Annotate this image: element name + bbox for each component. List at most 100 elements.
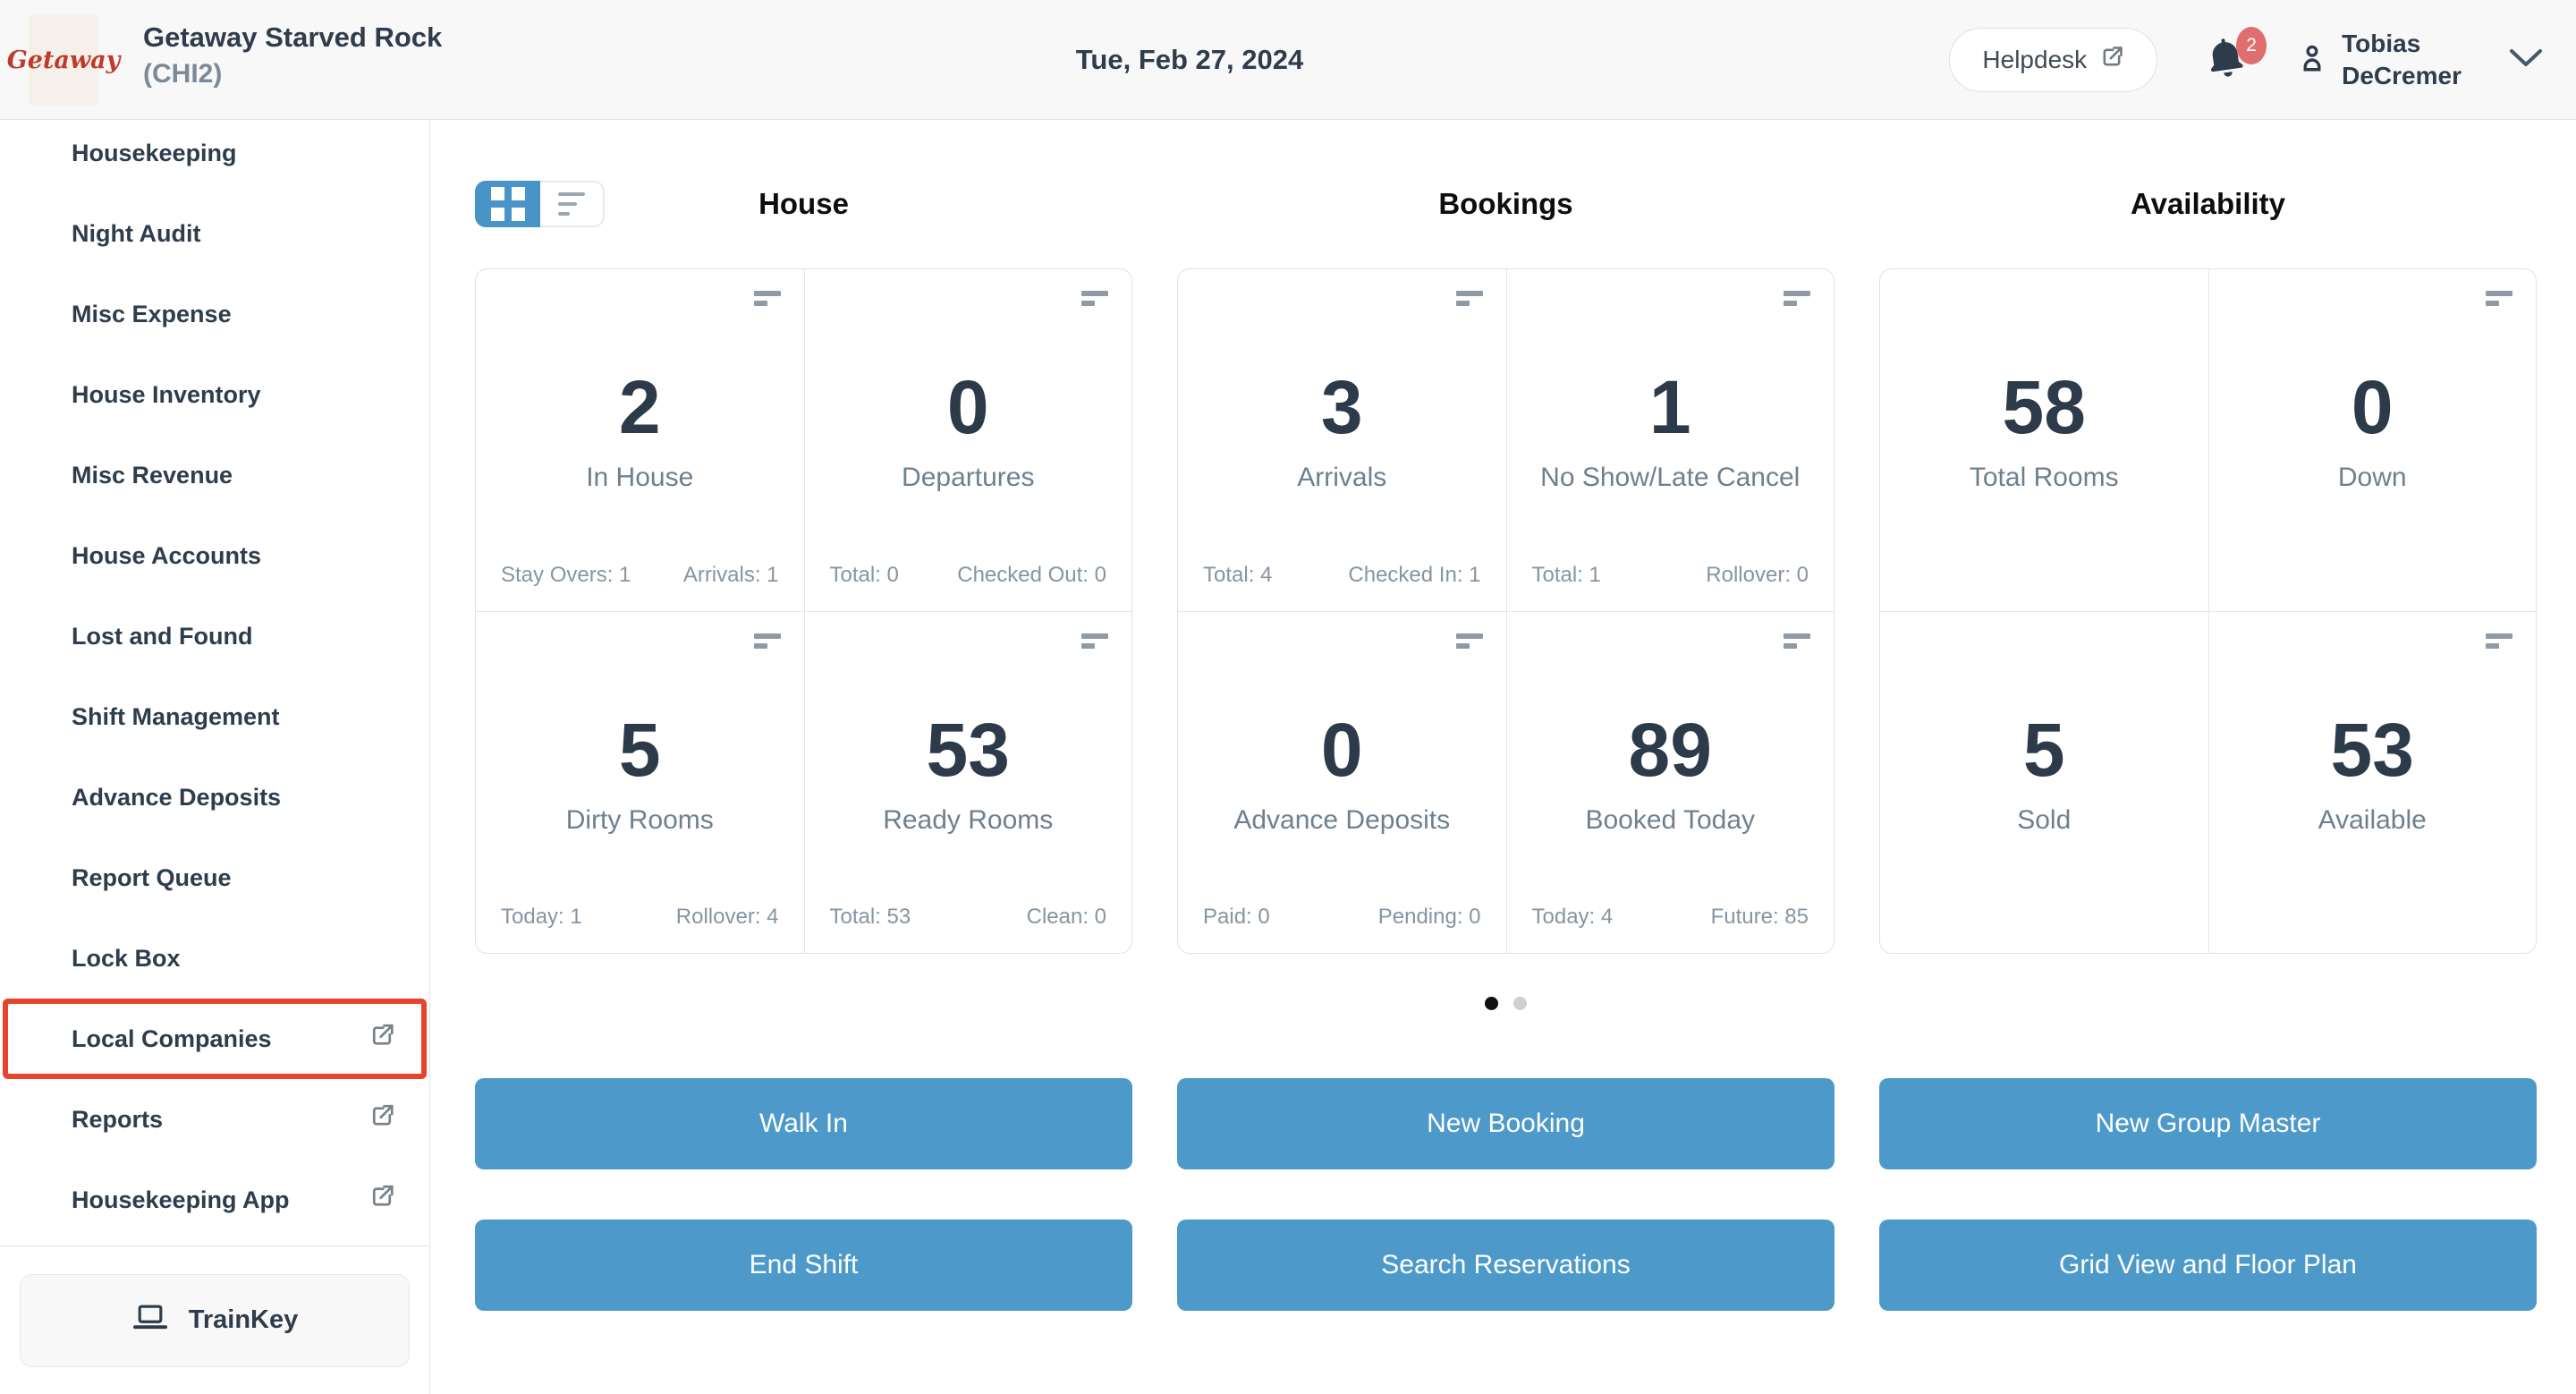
carousel-pagination <box>475 997 2537 1010</box>
stat-cell-booked-today: 89 Booked Today Today: 4 Future: 85 <box>1505 611 1834 953</box>
sort-icon[interactable] <box>1455 291 1483 306</box>
substat-left: Total: 4 <box>1203 563 1273 587</box>
substat-right: Future: 85 <box>1710 905 1809 929</box>
chevron-down-icon[interactable] <box>2508 47 2544 73</box>
substat-right: Rollover: 4 <box>675 905 779 929</box>
stat-cell-dirty-rooms: 5 Dirty Rooms Today: 1 Rollover: 4 <box>476 611 804 953</box>
sort-icon[interactable] <box>2486 291 2512 306</box>
sidebar-item-misc-revenue[interactable]: Misc Revenue <box>0 435 429 515</box>
stat-value: 89 <box>1628 708 1712 792</box>
sidebar-item-housekeeping-app[interactable]: Housekeeping App <box>0 1160 429 1240</box>
sidebar-item-night-audit[interactable]: Night Audit <box>0 193 429 274</box>
end-shift-button[interactable]: End Shift <box>475 1220 1132 1311</box>
stat-label: Departures <box>902 463 1035 492</box>
new-group-master-button[interactable]: New Group Master <box>1879 1078 2537 1169</box>
sort-icon[interactable] <box>1081 633 1108 649</box>
substat-right: Pending: 0 <box>1377 905 1481 929</box>
stat-value: 0 <box>1320 708 1363 792</box>
walk-in-button[interactable]: Walk In <box>475 1078 1132 1169</box>
sort-icon[interactable] <box>1784 633 1810 649</box>
substat-left: Total: 0 <box>829 563 899 587</box>
substat-left: Today: 1 <box>501 905 582 929</box>
stat-cell-arrivals: 3 Arrivals Total: 4 Checked In: 1 <box>1178 269 1506 611</box>
sidebar-item-house-inventory[interactable]: House Inventory <box>0 354 429 435</box>
trainkey-button[interactable]: TrainKey <box>20 1273 410 1367</box>
sidebar-footer: TrainKey <box>0 1245 429 1394</box>
property-block: Getaway Starved Rock (CHI2) <box>143 18 442 93</box>
sort-icon[interactable] <box>753 291 781 306</box>
sort-icon[interactable] <box>753 633 781 649</box>
substat-left: Total: 1 <box>1531 563 1601 587</box>
pagination-dot[interactable] <box>1513 997 1527 1010</box>
laptop-icon <box>131 1303 169 1339</box>
sidebar-item-house-accounts[interactable]: House Accounts <box>0 515 429 596</box>
stat-label: Booked Today <box>1585 805 1756 835</box>
stat-cell-available: 53 Available <box>2207 611 2536 953</box>
sidebar-item-housekeeping[interactable]: Housekeeping <box>0 113 429 193</box>
external-link-icon <box>369 1184 395 1217</box>
stat-label: In House <box>586 463 694 492</box>
sort-icon[interactable] <box>1784 291 1810 306</box>
sidebar-item-local-companies[interactable]: Local Companies <box>3 999 427 1079</box>
sidebar-item-label: Housekeeping <box>72 139 237 166</box>
list-view-toggle[interactable] <box>540 181 605 227</box>
sidebar-item-label: Misc Revenue <box>72 461 233 489</box>
brand-logo: Getaway <box>7 15 120 105</box>
sidebar-item-label: Housekeeping App <box>72 1186 290 1213</box>
action-buttons-row-2: End Shift Search Reservations Grid View … <box>475 1220 2576 1311</box>
sidebar-item-label: Reports <box>72 1105 164 1133</box>
sidebar-item-label: Local Companies <box>72 1024 272 1052</box>
sidebar: Housekeeping Night Audit Misc Expense Ho… <box>0 120 430 1394</box>
user-menu[interactable]: Tobias DeCremer <box>2297 28 2462 93</box>
list-icon <box>558 186 585 222</box>
stat-label: No Show/Late Cancel <box>1540 463 1801 492</box>
stat-label: Down <box>2337 463 2407 492</box>
sidebar-item-misc-expense[interactable]: Misc Expense <box>0 274 429 354</box>
sidebar-item-shift-management[interactable]: Shift Management <box>0 676 429 757</box>
sidebar-item-label: Misc Expense <box>72 300 232 327</box>
stat-value: 0 <box>2351 365 2394 449</box>
helpdesk-button[interactable]: Helpdesk <box>1949 28 2158 92</box>
substat-right: Clean: 0 <box>1026 905 1106 929</box>
substat-left: Today: 4 <box>1531 905 1614 929</box>
stat-label: Total Rooms <box>1969 463 2119 492</box>
notification-badge: 2 <box>2236 27 2267 64</box>
stat-label: Advance Deposits <box>1233 805 1451 835</box>
sidebar-item-label: House Inventory <box>72 380 261 408</box>
new-booking-button[interactable]: New Booking <box>1177 1078 1835 1169</box>
header-controls: Helpdesk 2 <box>1949 0 2544 120</box>
stat-value: 58 <box>2002 365 2086 449</box>
search-reservations-button[interactable]: Search Reservations <box>1177 1220 1835 1311</box>
section-title-bookings: Bookings <box>1438 187 1573 220</box>
grid-view-floor-plan-button[interactable]: Grid View and Floor Plan <box>1879 1220 2537 1311</box>
stat-value: 53 <box>926 708 1010 792</box>
sort-icon[interactable] <box>2486 633 2512 649</box>
sidebar-item-report-queue[interactable]: Report Queue <box>0 837 429 918</box>
stat-value: 3 <box>1320 365 1363 449</box>
stat-label: Dirty Rooms <box>565 805 714 835</box>
brand-logo-text: Getaway <box>6 46 121 74</box>
stat-substats: Today: 4 Future: 85 <box>1532 905 1809 930</box>
sidebar-item-lost-and-found[interactable]: Lost and Found <box>0 596 429 676</box>
sidebar-item-lock-box[interactable]: Lock Box <box>0 918 429 999</box>
substat-right: Rollover: 0 <box>1706 563 1809 587</box>
stat-cell-ready-rooms: 53 Ready Rooms Total: 53 Clean: 0 <box>803 611 1131 953</box>
user-first-name: Tobias <box>2342 29 2421 57</box>
current-date: Tue, Feb 27, 2024 <box>1075 44 1304 75</box>
external-link-icon <box>2099 45 2124 76</box>
sort-icon[interactable] <box>1081 291 1108 306</box>
stat-value: 1 <box>1648 365 1691 449</box>
substat-right: Checked In: 1 <box>1348 563 1481 587</box>
property-name: Getaway Starved Rock <box>143 21 443 53</box>
pagination-dot-active[interactable] <box>1485 997 1498 1010</box>
stat-substats: Paid: 0 Pending: 0 <box>1203 905 1481 930</box>
notifications-button[interactable]: 2 <box>2204 27 2267 86</box>
helpdesk-label: Helpdesk <box>1982 46 2088 73</box>
sort-icon[interactable] <box>1455 633 1483 649</box>
stat-label: Ready Rooms <box>883 805 1054 835</box>
grid-view-toggle[interactable] <box>475 181 540 227</box>
sidebar-item-advance-deposits[interactable]: Advance Deposits <box>0 757 429 837</box>
section-title-availability: Availability <box>2130 187 2285 220</box>
sidebar-item-reports[interactable]: Reports <box>0 1079 429 1160</box>
